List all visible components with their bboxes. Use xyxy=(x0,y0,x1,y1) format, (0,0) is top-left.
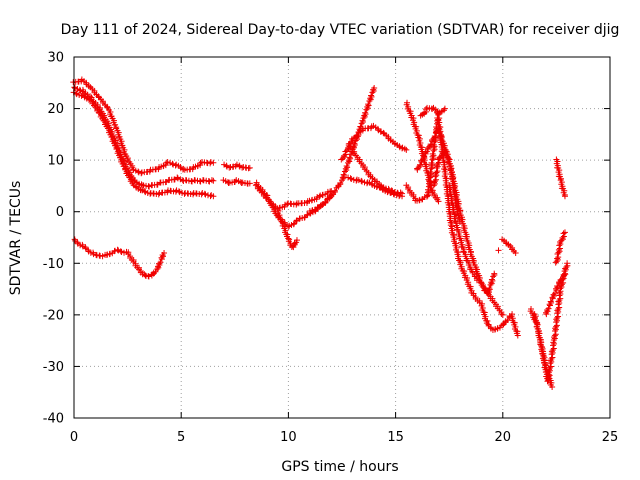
x-tick-label: 25 xyxy=(602,430,619,445)
data-series-arc-m xyxy=(345,174,406,200)
y-tick-label: 30 xyxy=(47,51,64,66)
y-tick-label: -40 xyxy=(43,412,64,427)
data-series-arc-x xyxy=(543,270,568,318)
y-tick-label: -30 xyxy=(43,360,64,375)
series-markers xyxy=(499,236,519,256)
data-series-arc-t xyxy=(446,182,498,297)
y-tick-label: 0 xyxy=(56,205,64,220)
y-tick-label: 10 xyxy=(47,154,64,169)
x-axis-label: GPS time / hours xyxy=(281,459,398,475)
series-markers xyxy=(345,174,406,200)
data-series-arc-j xyxy=(306,84,378,215)
series-markers xyxy=(338,122,410,163)
data-series-arc-f xyxy=(220,177,253,187)
data-series-arc-y xyxy=(553,156,568,200)
x-tick-label: 0 xyxy=(70,430,78,445)
series-markers xyxy=(435,115,521,339)
x-tick-labels: 0 5 10 15 20 25 xyxy=(70,430,618,445)
tick-marks xyxy=(73,56,611,419)
y-tick-label: -20 xyxy=(43,308,64,323)
series-markers xyxy=(543,270,568,318)
series-markers xyxy=(345,140,406,197)
series-markers xyxy=(552,229,568,266)
series-markers xyxy=(252,182,335,212)
x-tick-label: 15 xyxy=(387,430,404,445)
x-tick-label: 20 xyxy=(495,430,512,445)
series-markers xyxy=(221,161,253,172)
series-markers xyxy=(417,104,448,119)
data-series-arc-l xyxy=(345,140,406,197)
series-markers xyxy=(446,182,498,297)
series-markers xyxy=(70,76,217,177)
series-markers xyxy=(531,260,571,385)
data-series-layer xyxy=(70,76,571,391)
data-series-arc-p xyxy=(417,104,448,119)
series-markers xyxy=(220,177,253,187)
data-series-arc-i xyxy=(275,208,300,251)
chart-title: Day 111 of 2024, Sidereal Day-to-day VTE… xyxy=(61,22,620,38)
data-series-arc-e xyxy=(221,161,253,172)
y-tick-labels: -40 -30 -20 -10 0 10 20 30 xyxy=(43,51,64,427)
series-markers xyxy=(71,236,168,280)
series-markers xyxy=(553,156,568,200)
data-series-arc-a xyxy=(70,76,217,177)
data-series-arc-z xyxy=(552,229,568,266)
data-series-arc-h xyxy=(252,182,335,212)
data-point xyxy=(495,247,502,254)
x-tick-label: 10 xyxy=(280,430,297,445)
x-tick-label: 5 xyxy=(177,430,185,445)
y-tick-label: -10 xyxy=(43,257,64,272)
y-tick-label: 20 xyxy=(47,102,64,117)
data-series-arc-w xyxy=(531,260,571,385)
plot-frame xyxy=(73,56,611,419)
data-series-arc-k xyxy=(338,122,410,163)
data-series-arc-c xyxy=(70,89,217,200)
data-series-arc-s xyxy=(435,115,521,339)
grid-lines xyxy=(74,57,610,418)
data-series-arc-u xyxy=(499,236,519,256)
y-axis-label: SDTVAR / TECUs xyxy=(8,181,24,296)
series-trace xyxy=(73,239,165,277)
data-series-arc-d xyxy=(71,236,168,280)
series-markers xyxy=(275,208,300,251)
